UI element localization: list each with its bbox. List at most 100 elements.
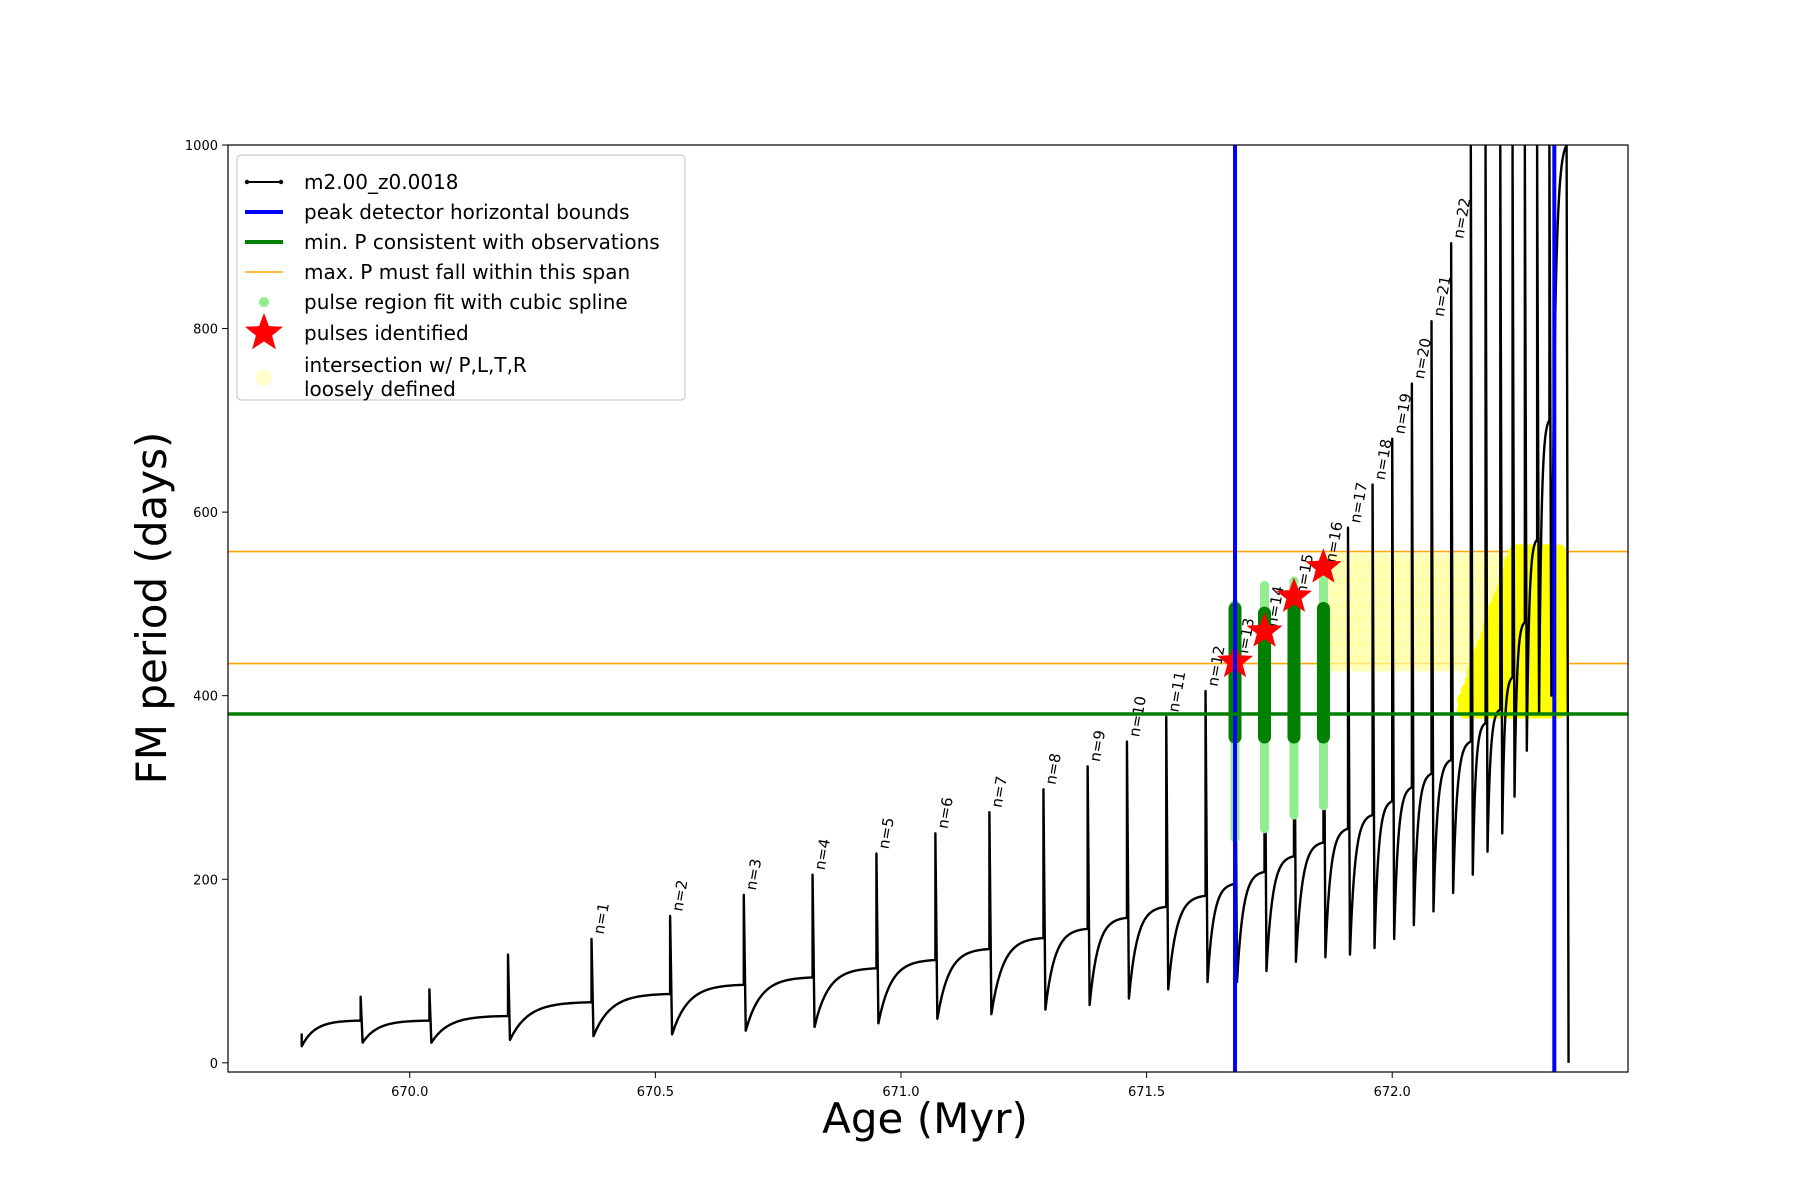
loose-point <box>1331 628 1350 647</box>
loose-point <box>1449 603 1468 622</box>
loose-point <box>1348 654 1367 673</box>
x-tick-label: 670.5 <box>637 1085 674 1100</box>
loose-point <box>1425 654 1444 673</box>
legend-box <box>236 154 686 401</box>
pulse-label: n=7 <box>988 775 1011 809</box>
loose-point <box>1413 654 1432 673</box>
loose-point <box>1372 641 1391 660</box>
legend-swatch <box>256 370 272 386</box>
loose-point <box>1337 551 1356 570</box>
y-tick-label: 400 <box>193 690 218 705</box>
y-tick-label: 200 <box>193 873 218 888</box>
pulse-label: n=23 <box>1484 98 1509 142</box>
loose-point <box>1431 564 1450 583</box>
loose-point <box>1454 628 1473 647</box>
loose-point <box>1390 603 1409 622</box>
legend-label: intersection w/ P,L,T,R <box>304 353 527 377</box>
pulse-label: n=4 <box>811 837 834 871</box>
loose-point <box>1372 551 1391 570</box>
loose-point <box>1337 564 1356 583</box>
loose-point <box>1331 603 1350 622</box>
loose-point <box>1454 564 1473 583</box>
loose-point <box>1431 603 1450 622</box>
legend-swatch <box>259 297 269 307</box>
plot-frame <box>227 144 1629 1073</box>
loose-point <box>1425 603 1444 622</box>
pulse-label: n=1 <box>590 901 613 935</box>
loose-point <box>1372 564 1391 583</box>
loose-point <box>1454 616 1473 635</box>
legend-label: m2.00_z0.0018 <box>304 170 459 194</box>
loose-point <box>1331 590 1350 609</box>
x-axis-label: Age (Myr) <box>822 1094 1028 1143</box>
loose-point <box>1348 577 1367 596</box>
legend-label: min. P consistent with observations <box>304 230 660 254</box>
pulse-label: n=9 <box>1086 729 1109 763</box>
loose-point <box>1390 551 1409 570</box>
loose-point <box>1431 577 1450 596</box>
loose-point <box>1484 564 1503 583</box>
loose-point <box>1454 603 1473 622</box>
pulse-label: n=5 <box>875 816 898 850</box>
loose-point <box>1372 628 1391 647</box>
legend-label: loosely defined <box>304 377 456 401</box>
loose-point <box>1431 616 1450 635</box>
loose-point <box>1331 564 1350 583</box>
loose-point <box>1354 551 1373 570</box>
loose-point <box>1425 564 1444 583</box>
loose-point <box>1413 603 1432 622</box>
loose-point <box>1354 603 1373 622</box>
loose-point <box>1366 603 1385 622</box>
loose-point <box>1431 551 1450 570</box>
pulse-star <box>1275 577 1312 612</box>
pulse-label: n=6 <box>934 796 957 830</box>
pulse-label: n=3 <box>742 857 765 891</box>
loose-point <box>1454 641 1473 660</box>
loose-point <box>1331 654 1350 673</box>
legend-swatch-marker <box>278 179 284 185</box>
loose-point <box>1413 551 1432 570</box>
series-line-m2.00_z0.0018 <box>300 145 1570 1063</box>
loose-point <box>1425 577 1444 596</box>
loose-point <box>1395 616 1414 635</box>
loose-point <box>1390 641 1409 660</box>
loose-point <box>1372 577 1391 596</box>
loose-point <box>1395 628 1414 647</box>
loose-point <box>1331 577 1350 596</box>
loose-point <box>1395 654 1414 673</box>
loose-point <box>1413 641 1432 660</box>
pulse-label: n=12 <box>1204 644 1229 688</box>
pulse-label: n=10 <box>1125 695 1150 739</box>
loose-point <box>1413 616 1432 635</box>
loose-point <box>1454 577 1473 596</box>
loose-point <box>1449 577 1468 596</box>
loose-point <box>1425 616 1444 635</box>
y-tick-label: 1000 <box>185 139 218 154</box>
loose-point <box>1337 654 1356 673</box>
loose-point <box>1348 628 1367 647</box>
loose-point <box>1325 590 1344 609</box>
loose-point <box>1366 628 1385 647</box>
loose-point <box>1348 551 1367 570</box>
loose-point <box>1449 590 1468 609</box>
loose-point <box>1325 577 1344 596</box>
loose-point <box>1354 654 1373 673</box>
loose-point <box>1372 590 1391 609</box>
loose-point <box>1390 590 1409 609</box>
loose-point <box>1395 564 1414 583</box>
loose-point <box>1354 616 1373 635</box>
pulse-label: n=8 <box>1042 752 1065 786</box>
loose-point <box>1354 577 1373 596</box>
loose-point <box>1360 551 1379 570</box>
loose-point <box>1413 577 1432 596</box>
loose-point <box>1390 564 1409 583</box>
loose-point <box>1337 577 1356 596</box>
loose-point <box>1354 590 1373 609</box>
loose-point <box>1425 551 1444 570</box>
legend-label: max. P must fall within this span <box>304 260 630 284</box>
loose-point <box>1425 628 1444 647</box>
loose-point <box>1331 641 1350 660</box>
legend-label: pulses identified <box>304 321 469 345</box>
